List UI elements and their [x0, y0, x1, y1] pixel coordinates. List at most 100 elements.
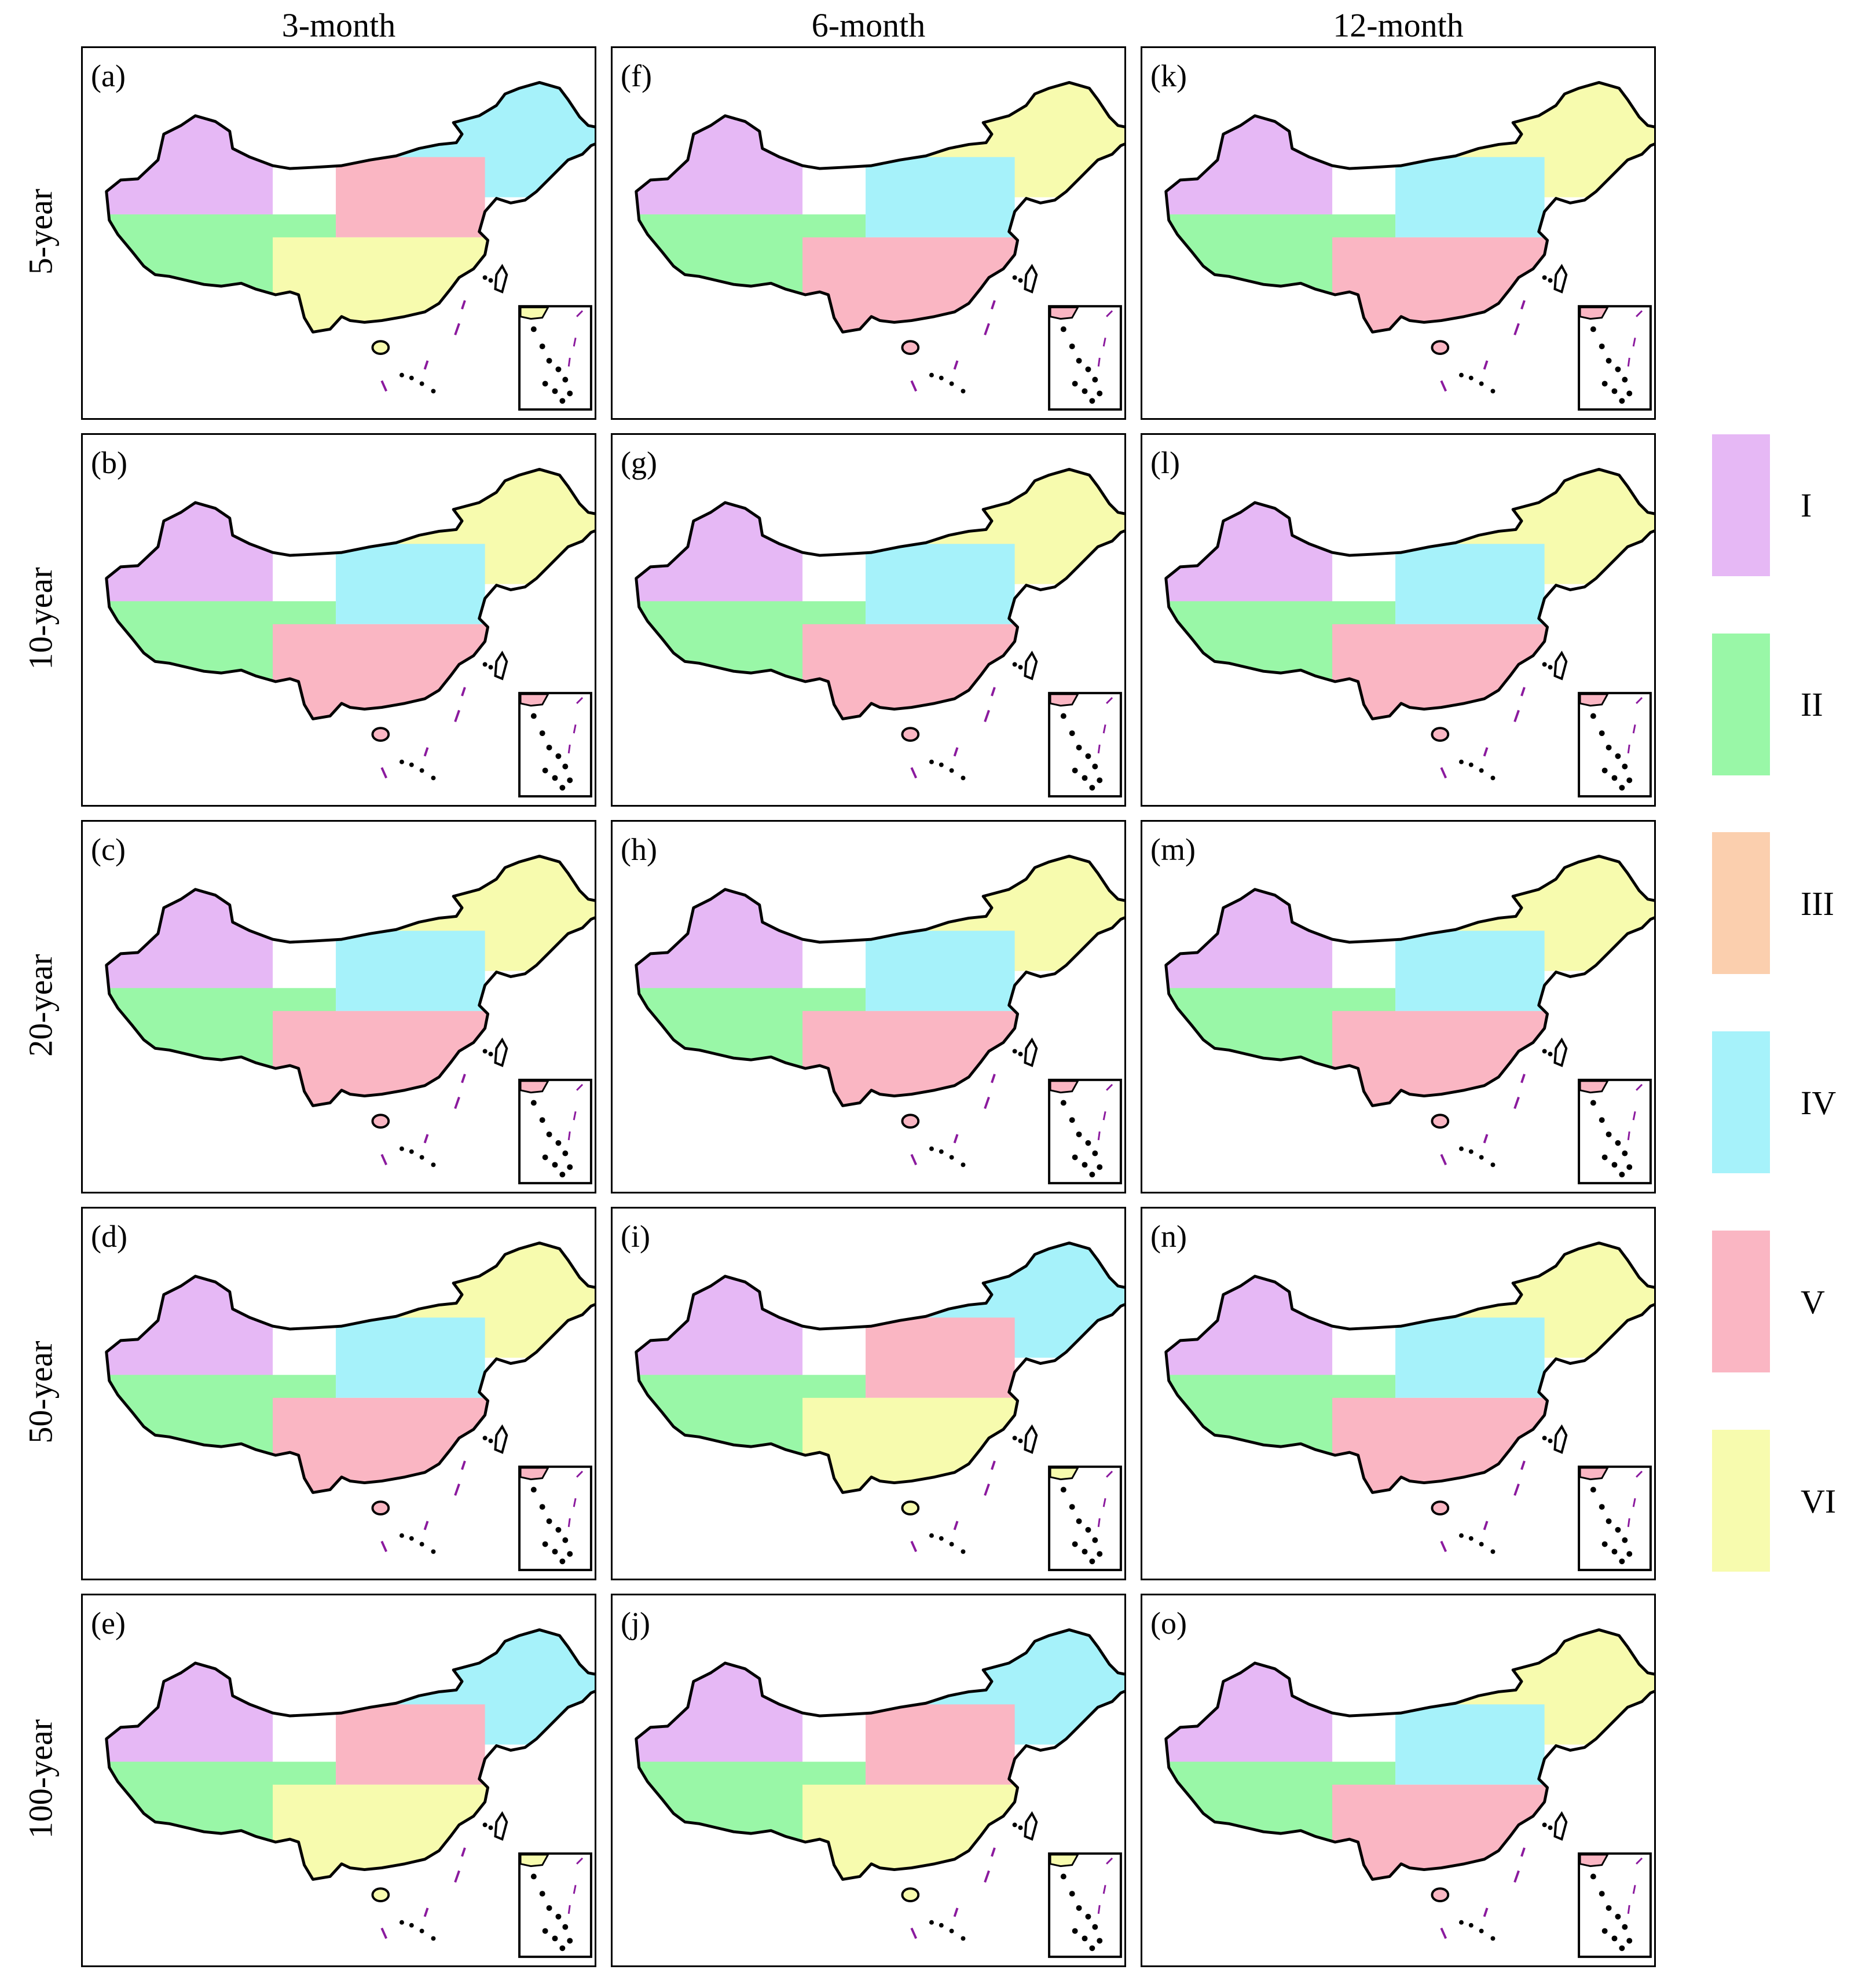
inset-island-dot [1076, 1131, 1082, 1137]
boundary-dash [454, 323, 460, 336]
island-dot [431, 1936, 436, 1941]
inset-boundary-dash [567, 1518, 571, 1528]
inset-island-dot [552, 388, 558, 394]
island-dot [1490, 1162, 1496, 1167]
inset-island-dot [1089, 1945, 1095, 1952]
boundary-dash [461, 1074, 466, 1083]
map-panel: (i) [611, 1207, 1126, 1580]
panel-label: (f) [621, 58, 652, 93]
island-dot [961, 1936, 966, 1941]
map-panel: (f) [611, 46, 1126, 420]
inset-island-dot [1072, 1154, 1078, 1160]
inset-island-dot [530, 326, 537, 332]
inset-island-dot [562, 1537, 569, 1543]
inset-island-dot [1072, 380, 1078, 387]
inset-island-dot [1622, 376, 1628, 383]
island-dot [1548, 1052, 1553, 1057]
inset-coast [1579, 693, 1610, 707]
china-map [105, 467, 595, 798]
boundary-dash [984, 1870, 990, 1883]
island-dot [949, 1928, 954, 1934]
island-dot [939, 1149, 944, 1154]
map-panel: (c) [81, 820, 596, 1193]
inset-island-dot [559, 1558, 566, 1565]
country-outline [1164, 1628, 1654, 1881]
island-dot [1490, 1549, 1496, 1554]
region-IV [1395, 157, 1545, 237]
hainan-island [1431, 1500, 1450, 1516]
legend-swatch-VI [1712, 1430, 1770, 1572]
boundary-dash [1513, 323, 1520, 336]
inset-island-dot [1611, 1548, 1618, 1555]
inset-boundary-dash [1632, 1111, 1636, 1121]
region-III [255, 1243, 382, 1318]
island-dot [1490, 1936, 1496, 1941]
island-dot [1018, 1438, 1023, 1444]
inset-island-dot [1619, 785, 1625, 791]
boundary-dash [991, 1460, 996, 1470]
map-panel: (o) [1141, 1594, 1656, 1967]
boundary-dash [1520, 300, 1526, 310]
boundary-dash [1440, 1154, 1447, 1166]
island-dot [939, 375, 944, 380]
boundary-dash [1513, 1096, 1520, 1110]
boundary-dash [1513, 1870, 1520, 1883]
inset-island-dot [1619, 1558, 1625, 1565]
island-dot [929, 372, 934, 378]
island-dot [1479, 768, 1484, 773]
island-dot [949, 1542, 954, 1547]
panel-label: (k) [1150, 58, 1187, 93]
island-dot [939, 1923, 944, 1928]
inset-island-dot [559, 785, 566, 791]
inset-island-dot [1092, 1537, 1098, 1543]
inset-island-dot [562, 376, 569, 383]
inset-island-dot [539, 1504, 545, 1510]
hainan-island [901, 1114, 920, 1129]
inset-boundary-dash [1627, 1131, 1630, 1141]
south-china-sea-inset [1048, 691, 1122, 798]
inset-island-dot [1089, 1558, 1095, 1565]
map-panel: (k) [1141, 46, 1656, 420]
inset-island-dot [1060, 1487, 1066, 1493]
region-IV [866, 544, 1015, 624]
column-title-12-month: 12-month [1333, 6, 1464, 44]
inset-boundary-dash [567, 357, 571, 367]
inset-boundary-dash [1636, 1083, 1643, 1091]
region-III [785, 1243, 912, 1318]
legend-label-VI: VI [1801, 1482, 1837, 1520]
island-dot [409, 1536, 414, 1541]
inset-boundary-dash [1102, 1111, 1106, 1121]
boundary-dash [1483, 360, 1489, 370]
inset-island-dot [539, 730, 545, 737]
inset-island-dot [562, 763, 569, 770]
inset-boundary-dash [573, 724, 577, 734]
column-title-6-month: 6-month [811, 6, 926, 44]
region-IV [1395, 931, 1545, 1011]
island-dot [949, 381, 954, 386]
inset-island-dot [1601, 767, 1608, 774]
map-panel: (a) [81, 46, 596, 420]
island-dot [1018, 1825, 1023, 1830]
taiwan-island [494, 1811, 508, 1841]
region-III [255, 82, 382, 158]
inset-boundary-dash [1106, 310, 1113, 317]
inset-island-dot [1619, 1171, 1625, 1178]
inset-boundary-dash [576, 1470, 584, 1478]
island-dot [1479, 381, 1484, 386]
boundary-dash [380, 1927, 388, 1939]
hainan-island [371, 340, 390, 356]
inset-boundary-dash [573, 1498, 577, 1507]
inset-island-dot [1599, 1504, 1605, 1510]
island-dot [419, 768, 424, 773]
inset-island-dot [1590, 1100, 1596, 1106]
boundary-dash [454, 1870, 460, 1883]
boundary-dash [1520, 1074, 1526, 1083]
inset-island-dot [1097, 1164, 1103, 1170]
taiwan-island [494, 1424, 508, 1454]
inset-island-dot [1611, 775, 1618, 781]
inset-coast [1049, 1467, 1080, 1481]
inset-island-dot [1606, 1518, 1612, 1524]
region-IV [336, 1317, 485, 1398]
inset-island-dot [1069, 1891, 1075, 1897]
legend-label-IV: IV [1801, 1084, 1837, 1122]
